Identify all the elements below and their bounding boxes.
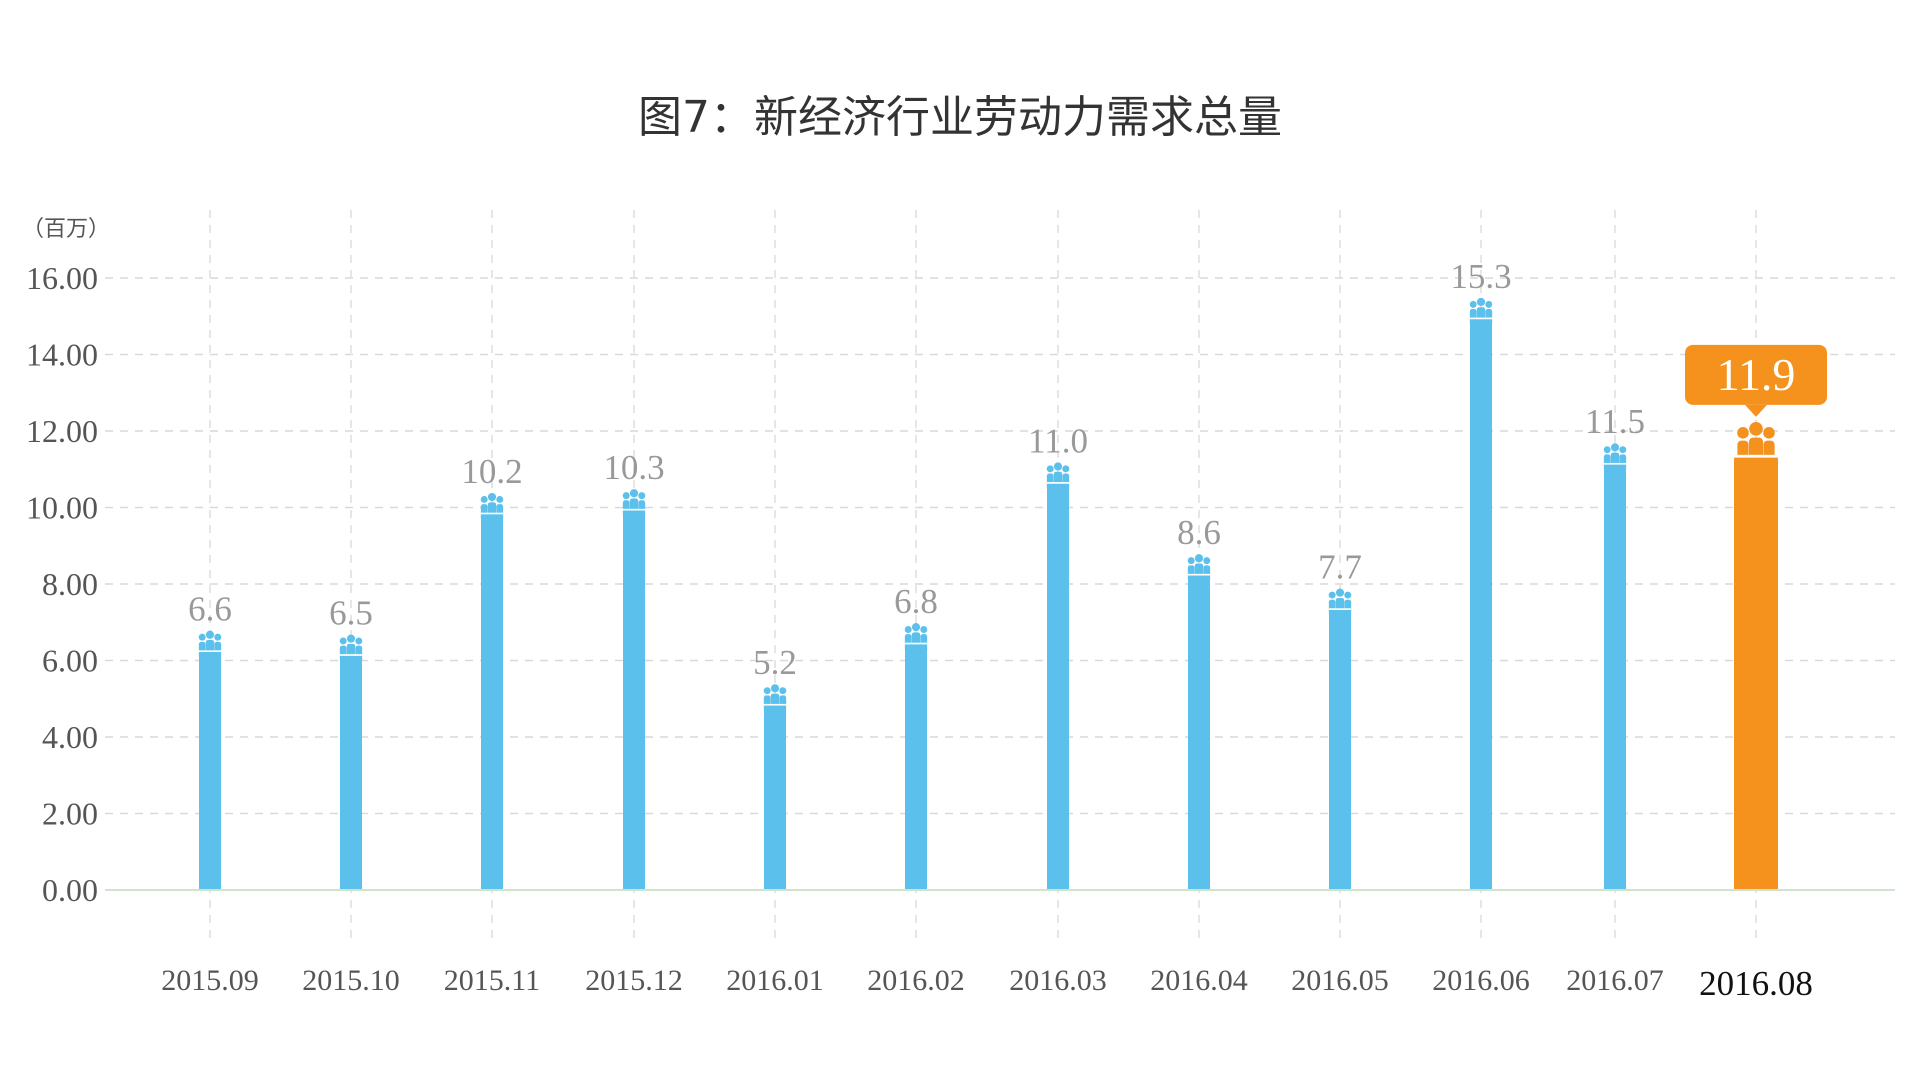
bar-2016.05 bbox=[1329, 609, 1351, 890]
y-tick-label: 8.00 bbox=[42, 566, 98, 602]
x-tick-label: 2015.10 bbox=[302, 964, 400, 997]
people-icon bbox=[1467, 297, 1495, 327]
data-label: 7.7 bbox=[1318, 547, 1362, 586]
y-tick-label: 6.00 bbox=[42, 643, 98, 679]
x-tick-label: 2016.07 bbox=[1566, 964, 1664, 997]
y-tick-label: 10.00 bbox=[26, 490, 98, 526]
bar-2016.07 bbox=[1604, 464, 1626, 890]
data-label: 10.2 bbox=[461, 452, 522, 491]
data-label: 15.3 bbox=[1450, 257, 1511, 296]
y-unit-label: （百万） bbox=[22, 217, 110, 242]
x-tick-label: 2015.11 bbox=[444, 964, 540, 997]
people-icon bbox=[1044, 462, 1072, 491]
people-icon bbox=[902, 623, 930, 652]
bar-2016.08 bbox=[1734, 457, 1778, 890]
x-tick-label: 2016.02 bbox=[867, 964, 965, 997]
data-label: 6.6 bbox=[188, 590, 232, 629]
chart-title: 图7：新经济行业劳动力需求总量 bbox=[638, 92, 1282, 143]
data-labels: 6.6 6.5 10.2 10.3 5.2 6.8 11.0 8.6 7.7 15.3 11.5 11… bbox=[188, 257, 1827, 682]
data-label: 11.9 bbox=[1717, 349, 1796, 400]
bar-2015.09 bbox=[199, 651, 221, 890]
y-tick-label: 14.00 bbox=[26, 337, 98, 373]
people-icon bbox=[761, 684, 789, 713]
y-tick-label: 2.00 bbox=[42, 796, 98, 832]
bar-2015.11 bbox=[481, 513, 503, 890]
data-label: 6.5 bbox=[329, 593, 373, 632]
x-tick-label: 2016.06 bbox=[1432, 964, 1530, 997]
bar-2016.01 bbox=[764, 705, 786, 890]
data-label: 5.2 bbox=[753, 643, 797, 682]
bar-2015.12 bbox=[623, 510, 645, 890]
axes: 0.00 2.00 4.00 6.00 8.00 10.00 12.00 14.00 16.00… bbox=[26, 260, 1895, 1003]
y-tick-label: 16.00 bbox=[26, 260, 98, 296]
people-icon bbox=[620, 489, 648, 518]
bar-2016.03 bbox=[1047, 483, 1069, 890]
data-label: 11.5 bbox=[1585, 402, 1645, 441]
data-label: 6.8 bbox=[894, 582, 938, 621]
x-tick-label: 2016.05 bbox=[1291, 964, 1389, 997]
bar-2015.10 bbox=[340, 655, 362, 890]
bar-2016.02 bbox=[905, 643, 927, 890]
people-icon bbox=[1326, 588, 1354, 618]
grid-lines bbox=[105, 210, 1895, 945]
people-icon bbox=[196, 630, 224, 660]
people-icon bbox=[1185, 554, 1213, 583]
bars bbox=[196, 297, 1778, 890]
y-tick-label: 0.00 bbox=[42, 872, 98, 908]
people-icon bbox=[1734, 422, 1778, 470]
bar-2016.04 bbox=[1188, 575, 1210, 890]
data-label: 10.3 bbox=[603, 448, 664, 487]
x-tick-label: 2016.01 bbox=[726, 964, 824, 997]
x-tick-label: 2016.04 bbox=[1150, 964, 1248, 997]
y-tick-label: 4.00 bbox=[42, 719, 98, 755]
highlight-label-pointer bbox=[1745, 404, 1767, 417]
people-icon bbox=[478, 492, 506, 522]
x-tick-label: 2016.08 bbox=[1699, 964, 1813, 1003]
people-icon bbox=[337, 634, 365, 664]
data-label: 8.6 bbox=[1177, 513, 1221, 552]
bar-2016.06 bbox=[1470, 318, 1492, 890]
x-tick-label: 2016.03 bbox=[1009, 964, 1107, 997]
y-tick-label: 12.00 bbox=[26, 413, 98, 449]
highlight-label-box bbox=[1685, 344, 1827, 405]
people-icon bbox=[1601, 443, 1629, 472]
x-tick-label: 2015.09 bbox=[161, 964, 259, 997]
x-tick-label: 2015.12 bbox=[585, 964, 683, 997]
data-label: 11.0 bbox=[1028, 421, 1088, 460]
